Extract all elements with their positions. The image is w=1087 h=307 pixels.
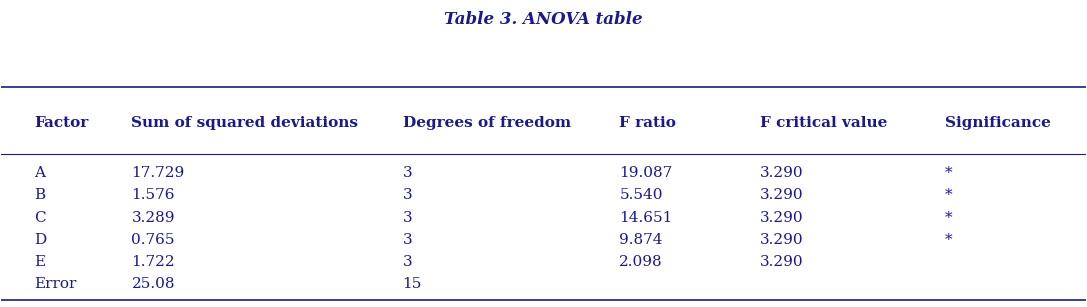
Text: 3: 3 [402, 166, 412, 180]
Text: 15: 15 [402, 277, 422, 291]
Text: 3.290: 3.290 [760, 188, 804, 203]
Text: 17.729: 17.729 [132, 166, 185, 180]
Text: 5.540: 5.540 [620, 188, 663, 203]
Text: Significance: Significance [945, 116, 1050, 130]
Text: Sum of squared deviations: Sum of squared deviations [132, 116, 359, 130]
Text: 3: 3 [402, 255, 412, 269]
Text: 25.08: 25.08 [132, 277, 175, 291]
Text: 3.290: 3.290 [760, 166, 804, 180]
Text: F ratio: F ratio [620, 116, 676, 130]
Text: 3: 3 [402, 211, 412, 225]
Text: 19.087: 19.087 [620, 166, 673, 180]
Text: A: A [34, 166, 45, 180]
Text: 3: 3 [402, 233, 412, 247]
Text: 14.651: 14.651 [620, 211, 673, 225]
Text: B: B [34, 188, 45, 203]
Text: 3: 3 [402, 188, 412, 203]
Text: *: * [945, 166, 952, 180]
Text: 3.289: 3.289 [132, 211, 175, 225]
Text: *: * [945, 233, 952, 247]
Text: 1.722: 1.722 [132, 255, 175, 269]
Text: 3.290: 3.290 [760, 255, 804, 269]
Text: E: E [34, 255, 45, 269]
Text: 3.290: 3.290 [760, 233, 804, 247]
Text: *: * [945, 211, 952, 225]
Text: D: D [34, 233, 46, 247]
Text: Error: Error [34, 277, 76, 291]
Text: 3.290: 3.290 [760, 211, 804, 225]
Text: C: C [34, 211, 46, 225]
Text: *: * [945, 188, 952, 203]
Text: 9.874: 9.874 [620, 233, 663, 247]
Text: Degrees of freedom: Degrees of freedom [402, 116, 571, 130]
Text: Factor: Factor [34, 116, 88, 130]
Text: F critical value: F critical value [760, 116, 888, 130]
Text: 0.765: 0.765 [132, 233, 175, 247]
Text: 2.098: 2.098 [620, 255, 663, 269]
Text: 1.576: 1.576 [132, 188, 175, 203]
Text: Table 3. ANOVA table: Table 3. ANOVA table [445, 10, 642, 28]
